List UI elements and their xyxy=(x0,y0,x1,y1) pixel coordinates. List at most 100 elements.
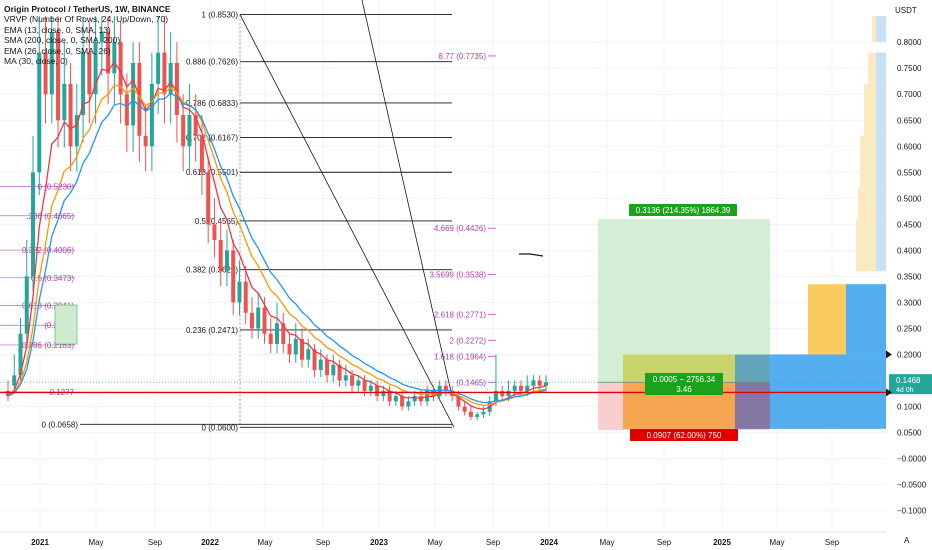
currency-label[interactable]: USDT xyxy=(895,6,917,15)
candle-body xyxy=(137,62,142,136)
candle-body xyxy=(281,323,286,345)
candle-body xyxy=(312,349,317,371)
x-tick-label: Sep xyxy=(825,538,840,547)
volume-profile-bar xyxy=(876,187,886,220)
candle-body xyxy=(18,333,23,376)
indicator-ma30[interactable]: MA (30, close, 0) xyxy=(4,56,68,67)
marker-icon xyxy=(886,388,892,397)
candle-body xyxy=(318,359,323,371)
y-tick-label: 0.7500 xyxy=(897,64,922,73)
candle-body xyxy=(243,281,248,313)
fib-ext-label: 8.77 (0.7735) xyxy=(438,52,486,61)
candle-body xyxy=(49,31,54,95)
left-fib-label: 0.382 (0.4006) xyxy=(22,246,74,255)
ma-line xyxy=(7,84,547,407)
volume-profile-bar xyxy=(876,83,886,136)
candle-body xyxy=(350,375,355,386)
candle-body xyxy=(87,52,92,95)
candle-body xyxy=(37,52,42,173)
x-tick-label: May xyxy=(88,538,103,547)
left-fib-label: 0 (0.5230) xyxy=(38,182,75,191)
candle-body xyxy=(31,172,36,277)
x-tick-label: Sep xyxy=(316,538,331,547)
candle-body xyxy=(249,312,254,329)
volume-node xyxy=(808,284,846,355)
y-tick-label: 0.8000 xyxy=(897,38,922,47)
candle-body xyxy=(481,411,486,415)
auto-scale-button[interactable]: A xyxy=(904,536,910,545)
fib-level-label: 0.886 (0.7626) xyxy=(186,58,238,67)
candle-body xyxy=(306,349,311,360)
candle-body xyxy=(168,62,173,95)
candle-body xyxy=(162,52,167,95)
fib-ext-label: 4.669 (0.4426) xyxy=(434,224,486,233)
candle-body xyxy=(149,83,154,147)
indicator-sma200[interactable]: SMA (200, close, 0, SMA, 200) xyxy=(4,35,121,46)
trend-line xyxy=(361,0,453,397)
candle-body xyxy=(400,396,405,407)
y-tick-label: 0.2500 xyxy=(897,324,922,333)
candle-body xyxy=(531,380,536,386)
volume-profile-bar xyxy=(876,135,886,188)
candle-body xyxy=(181,115,186,147)
candle-body xyxy=(262,307,267,334)
volume-profile-bar xyxy=(876,52,886,84)
overlap-zone xyxy=(735,354,770,383)
volume-profile-bar xyxy=(858,187,876,220)
candle-body xyxy=(493,390,498,402)
x-tick-label: 2022 xyxy=(201,538,219,547)
volume-profile-bar xyxy=(872,16,876,43)
candle-body xyxy=(143,135,148,147)
stop-label-bg xyxy=(630,429,738,441)
ratio-label: 3.46 xyxy=(676,385,692,394)
candle-body xyxy=(231,250,236,303)
candle-body xyxy=(118,42,123,95)
candle-body xyxy=(475,414,480,417)
fib-level-label: 0 (0.0600) xyxy=(202,423,239,432)
x-tick-label: May xyxy=(599,538,614,547)
candle-body xyxy=(74,115,79,147)
x-tick-label: May xyxy=(257,538,272,547)
candle-body xyxy=(287,344,292,355)
candle-body xyxy=(368,385,373,391)
target-label: 0.3136 (214.35%) 1864.39 xyxy=(636,206,731,215)
y-tick-label: 0.3500 xyxy=(897,272,922,281)
candle-body xyxy=(393,396,398,402)
candle-body xyxy=(456,396,461,407)
candle-body xyxy=(331,364,336,376)
price-countdown: 4d 0h xyxy=(896,387,914,394)
overlap-zone xyxy=(735,382,770,429)
candle-body xyxy=(193,115,198,136)
candle-body xyxy=(174,62,179,116)
fib-level-label: 0.702 (0.6167) xyxy=(186,134,238,143)
volume-node xyxy=(846,284,886,355)
candle-body xyxy=(506,390,511,397)
candle-body xyxy=(375,385,380,397)
candle-body xyxy=(500,390,505,397)
candle-body xyxy=(99,31,104,43)
y-tick-label: 0.2000 xyxy=(897,350,922,359)
fib-trend-line xyxy=(239,14,455,428)
candle-body xyxy=(56,31,61,121)
candle-body xyxy=(412,396,417,402)
indicator-ema26[interactable]: EMA (26, close, 0, SMA, 26) xyxy=(4,45,111,56)
candle-body xyxy=(293,338,298,355)
indicator-vrvp[interactable]: VRVP (Number Of Rows, 24, Up/Down, 70) xyxy=(4,14,169,25)
fib-ext-label: 2 (0.2272) xyxy=(450,336,487,345)
left-fib-label: 0.5 (0.3473) xyxy=(31,274,74,283)
candle-body xyxy=(381,390,386,397)
fib-ext-label: 2.618 (0.2771) xyxy=(434,310,486,319)
candle-body xyxy=(81,52,86,116)
y-tick-label: 0.4500 xyxy=(897,220,922,229)
x-tick-label: 2021 xyxy=(31,538,49,547)
entry-label: 0.0005 − 2756.34 xyxy=(653,375,716,384)
y-tick-label: 0.7000 xyxy=(897,90,922,99)
candle-body xyxy=(525,385,530,391)
fib-level-label: 0.5 (0.4565) xyxy=(195,217,238,226)
left-fib-label: 0.618 (0.2941) xyxy=(22,301,74,310)
left-fib-label: 0.786 (0.2183) xyxy=(22,341,74,350)
indicator-ema13[interactable]: EMA (13, close, 0, SMA, 13) xyxy=(4,24,111,35)
fib-ext-base-label: 0 (0.0658) xyxy=(42,420,79,429)
entry-label-bg xyxy=(645,373,723,395)
